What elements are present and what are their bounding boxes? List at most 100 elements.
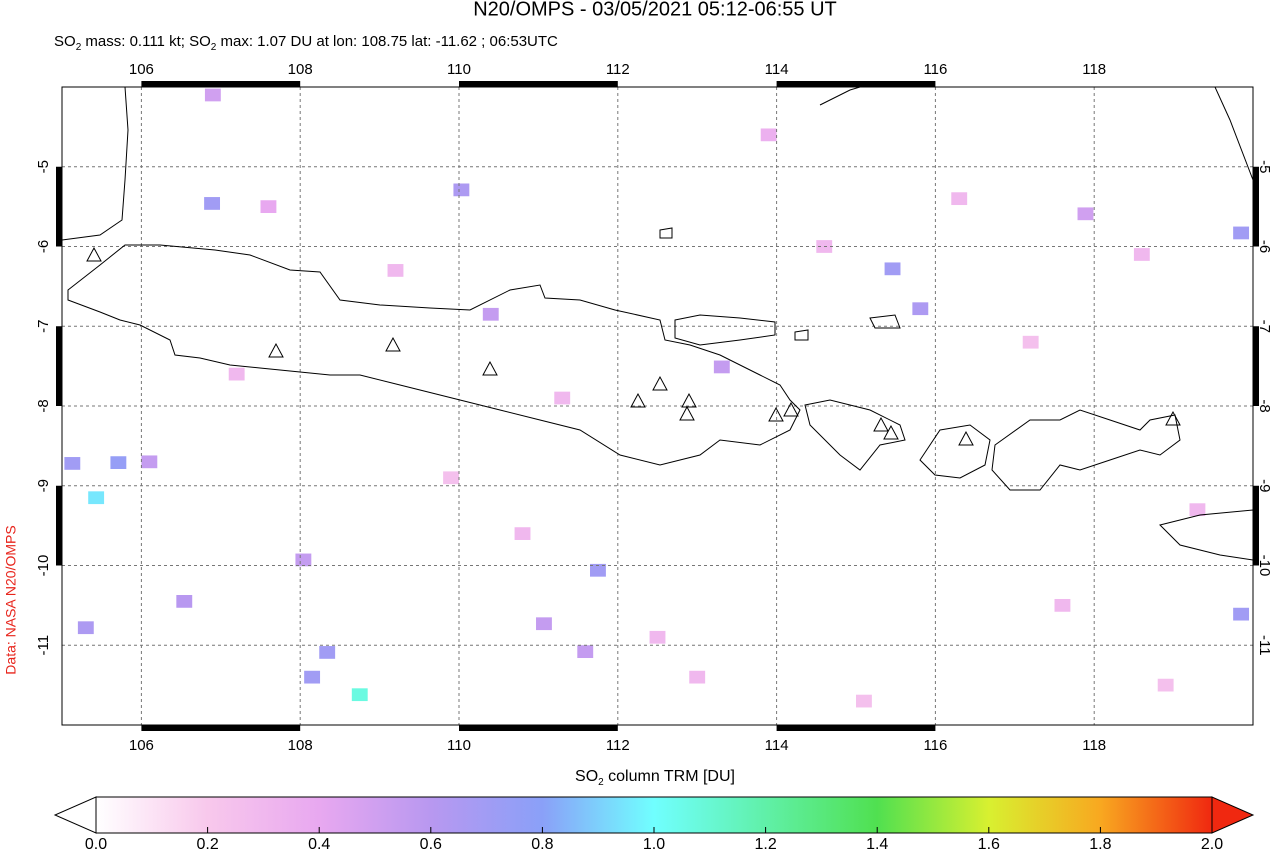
- sumatra-coast: [62, 87, 129, 241]
- y-tick-label-right: -8: [1256, 399, 1272, 412]
- subscript: 2: [598, 777, 604, 788]
- y-tick-label-left: -9: [35, 479, 52, 492]
- colorbar: 0.0 0.2 0.4 0.6 0.8 1.0 1.2 1.4 1.6 1.8 2.0: [53, 796, 1255, 853]
- x-tick-label-bottom: 116: [923, 737, 947, 754]
- y-tick-label-left: -11: [35, 635, 52, 656]
- so2-pixel: [228, 367, 245, 381]
- so2-pixel: [536, 617, 552, 631]
- y-tick-label-right: -9: [1256, 479, 1272, 492]
- colorbar-tick-label: 0.6: [420, 836, 442, 853]
- so2-pixel: [590, 563, 606, 577]
- frame-bar: [56, 326, 62, 406]
- x-tick-label-bottom: 110: [447, 737, 471, 754]
- subtitle: SO2 mass: 0.111 kt; SO2 max: 1.07 DU at …: [54, 33, 558, 53]
- so2-pixel: [1233, 226, 1250, 240]
- so2-pixel: [141, 455, 158, 469]
- colorbar-over: [1211, 796, 1255, 834]
- x-tick-label-bottom: 108: [288, 737, 313, 754]
- so2-pixel: [1054, 598, 1071, 612]
- so2-pixels: [64, 88, 1250, 708]
- so2-pixel: [176, 595, 193, 608]
- lombok-coast: [919, 424, 991, 479]
- so2-pixel: [351, 688, 368, 702]
- so2-pixel: [260, 200, 277, 214]
- x-tick-label-top: 112: [606, 61, 630, 78]
- frame-bar: [459, 725, 618, 731]
- frame-bar: [776, 81, 936, 87]
- y-tick-label-left: -5: [35, 160, 52, 173]
- subscript: 2: [76, 42, 82, 53]
- so2-pixel: [912, 302, 929, 316]
- so2-pixel: [204, 197, 221, 210]
- x-tick-label-bottom: 114: [765, 737, 789, 754]
- so2-pixel: [649, 630, 666, 644]
- colorbar-tick-label: 1.2: [754, 836, 776, 853]
- text-part: mass: 0.111 kt; SO: [81, 33, 211, 50]
- so2-pixel: [951, 192, 968, 206]
- colorbar-tick-label: 0.4: [308, 836, 330, 853]
- so2-pixel: [1233, 607, 1250, 621]
- x-tick-label-bottom: 118: [1082, 737, 1106, 754]
- so2-pixel: [1133, 248, 1150, 261]
- frame-bar: [56, 485, 62, 566]
- y-tick-label-right: -6: [1256, 240, 1272, 253]
- text-part: column TRM [DU]: [604, 768, 735, 785]
- so2-pixel: [1189, 503, 1206, 517]
- so2-pixel: [689, 670, 706, 684]
- so2-pixel: [88, 491, 105, 505]
- subscript: 2: [211, 42, 217, 53]
- frame-bar: [459, 81, 618, 87]
- sulawesi-coast: [1214, 87, 1253, 181]
- x-tick-label-top: 110: [447, 61, 471, 78]
- y-tick-label-right: -10: [1256, 555, 1272, 577]
- so2-pixel: [1077, 207, 1094, 221]
- text-part: SO: [575, 768, 598, 785]
- y-tick-label-left: -8: [35, 399, 52, 412]
- volcano-markers: [86, 246, 1181, 446]
- text-part: SO: [54, 33, 76, 50]
- grid: [62, 87, 1253, 725]
- y-tick-label-left: -7: [35, 320, 52, 333]
- colorbar-tick-label: 2.0: [1201, 836, 1223, 853]
- y-tick-label-right: -7: [1256, 320, 1272, 333]
- islands-coast: [659, 227, 901, 341]
- x-tick-label-top: 114: [765, 61, 789, 78]
- map-area: [62, 87, 1253, 725]
- x-tick-label-bottom: 106: [129, 737, 154, 754]
- so2-pixel: [1022, 335, 1039, 349]
- frame-bar: [1253, 166, 1259, 247]
- so2-pixel: [514, 527, 531, 540]
- so2-pixel: [1157, 678, 1174, 692]
- colorbar-tick-label: 1.0: [643, 836, 665, 853]
- volcanoes: [86, 246, 1181, 446]
- text-part: max: 1.07 DU at lon: 108.75 lat: -11.62 …: [216, 33, 558, 50]
- so2-pixel: [443, 471, 459, 485]
- sumba-coast: [1159, 509, 1253, 561]
- so2-pixel: [713, 360, 730, 374]
- so2-pixel: [64, 457, 81, 470]
- so2-pixel: [760, 128, 777, 142]
- sumbawa-coast: [991, 409, 1181, 491]
- axes: 106 106 108 108 110 110 112 112 114 114 116 116 118 1…: [35, 61, 1272, 754]
- frame-bar: [1253, 326, 1259, 406]
- frame-bar: [56, 166, 62, 247]
- coastlines: [62, 87, 1253, 561]
- bali-coast: [804, 399, 906, 471]
- credit: Data: NASA N20/OMPS: [3, 525, 19, 674]
- so2-pixel: [884, 262, 901, 276]
- so2-pixel: [387, 264, 404, 277]
- so2-pixel: [204, 88, 221, 102]
- frame-bar: [141, 725, 301, 731]
- colorbar-tick-label: 0.0: [85, 836, 107, 853]
- so2-pixel: [453, 183, 470, 197]
- x-tick-label-bottom: 112: [606, 737, 630, 754]
- colorbar-tick-label: 1.6: [978, 836, 1000, 853]
- frame-bar: [141, 81, 301, 87]
- colorbar-tick-label: 1.4: [866, 836, 888, 853]
- y-tick-label-left: -10: [35, 555, 52, 577]
- so2-pixel: [77, 621, 94, 635]
- so2-pixel: [295, 553, 312, 567]
- x-tick-label-top: 108: [288, 61, 313, 78]
- title: N20/OMPS - 03/05/2021 05:12-06:55 UT: [473, 0, 837, 20]
